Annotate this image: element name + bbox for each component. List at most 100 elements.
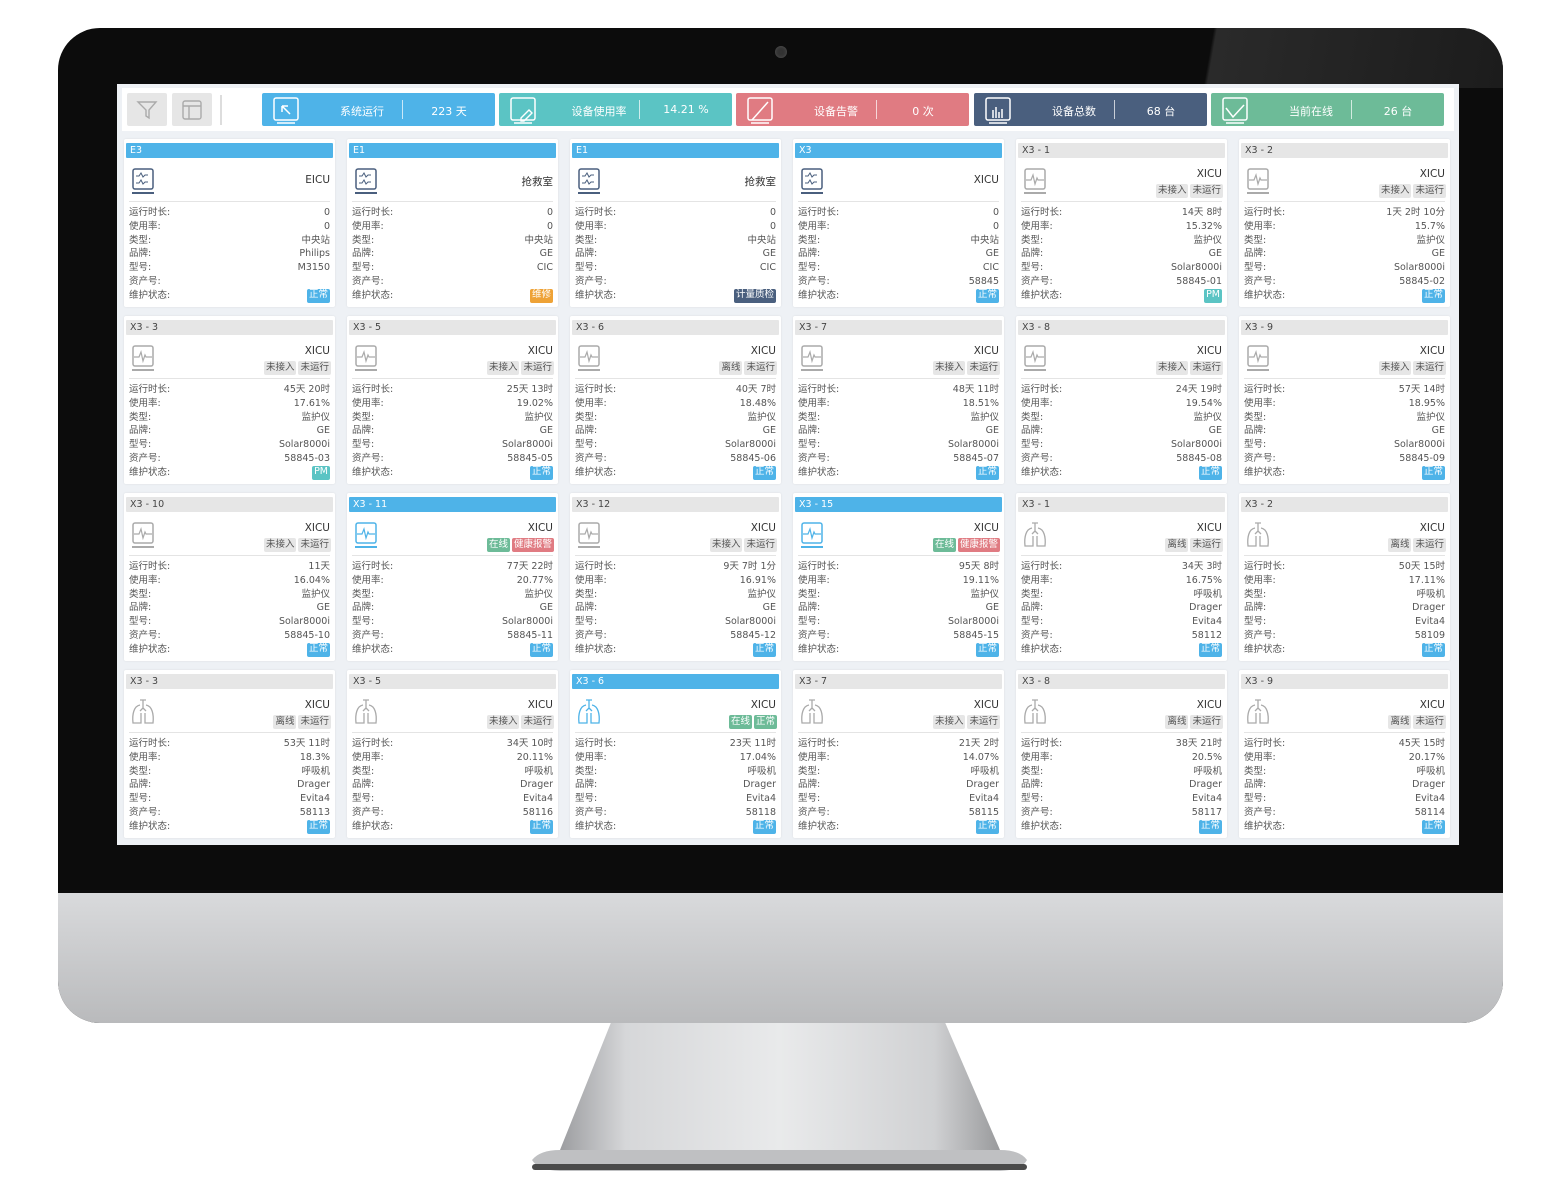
field-label: 类型: — [352, 234, 375, 246]
device-card[interactable]: X3 - 2 XICU 未接入 未运行 运行时长: 1天 2时 10分 使用率: 15.7% 类… — [1239, 139, 1450, 307]
field-value: 58845-10 — [284, 629, 330, 641]
field-row: 型号: Evita4 — [129, 792, 330, 806]
device-card[interactable]: X3 - 8 XICU 未接入 未运行 运行时长: 24天 19时 使用率: 19.54% 类型… — [1016, 316, 1227, 484]
device-card[interactable]: E1 抢救室 运行时长: 0 使用率: 0 类型: 中央站 品牌: GE 型号: CIC 资产号: 维护状… — [570, 139, 781, 307]
field-label: 型号: — [1021, 793, 1044, 805]
field-row: 维护状态: 正常 — [352, 819, 553, 834]
field-label: 资产号: — [575, 629, 607, 641]
field-value: CIC — [536, 262, 553, 274]
card-fields: 运行时长: 0 使用率: 0 类型: 中央站 品牌: GE 型号: CIC 资产号: 维护状态: 维修 — [352, 206, 553, 303]
field-label: 使用率: — [575, 574, 607, 586]
field-row: 品牌: GE — [575, 247, 776, 261]
card-fields: 运行时长: 34天 10时 使用率: 20.11% 类型: 呼吸机 品牌: Drager 型号:… — [352, 737, 553, 834]
maintenance-status-badge: 正常 — [306, 642, 330, 657]
field-row: 品牌: GE — [129, 424, 330, 438]
field-value: 58845-03 — [284, 452, 330, 464]
field-row: 运行时长: 48天 11时 — [798, 383, 999, 397]
field-row: 维护状态: 正常 — [1021, 819, 1222, 834]
field-label: 维护状态: — [352, 820, 394, 832]
layout-button[interactable] — [172, 93, 212, 126]
ventilator-lungs-icon — [1024, 522, 1046, 547]
field-value: 34天 10时 — [506, 738, 553, 749]
stat-label: 设备使用率 — [571, 105, 627, 118]
monitor-chin — [58, 893, 1503, 1023]
field-label: 维护状态: — [575, 643, 617, 655]
device-card[interactable]: X3 - 9 XICU 离线 未运行 运行时长: 45天 15时 使用率: 20.17% 类型:… — [1239, 670, 1450, 838]
field-value: 17.04% — [739, 751, 776, 763]
device-card[interactable]: X3 - 1 XICU 未接入 未运行 运行时长: 14天 8时 使用率: 15.32% 类型:… — [1016, 139, 1227, 307]
status-tags: 在线 正常 — [728, 715, 777, 729]
device-card[interactable]: X3 - 6 XICU 离线 未运行 运行时长: 40天 7时 使用率: 18.48% 类型: 监… — [570, 316, 781, 484]
field-label: 运行时长: — [1021, 384, 1063, 395]
field-label: 维护状态: — [129, 643, 171, 655]
device-card[interactable]: X3 - 7 XICU 未接入 未运行 运行时长: 48天 11时 使用率: 18.51% 类型… — [793, 316, 1004, 484]
card-location: XICU — [304, 522, 330, 534]
field-label: 类型: — [1244, 588, 1267, 600]
device-card[interactable]: X3 - 12 XICU 未接入 未运行 运行时长: 9天 7时 1分 使用率: 16.91%… — [570, 493, 781, 661]
device-card[interactable]: X3 - 1 XICU 离线 未运行 运行时长: 34天 3时 使用率: 16.75% 类型: 呼… — [1016, 493, 1227, 661]
device-card[interactable]: E1 抢救室 运行时长: 0 使用率: 0 类型: 中央站 品牌: GE 型号: CIC 资产号: 维护状… — [347, 139, 558, 307]
field-row: 类型: 监护仪 — [1244, 411, 1445, 425]
device-card[interactable]: X3 - 2 XICU 离线 未运行 运行时长: 50天 15时 使用率: 17.11% 类型:… — [1239, 493, 1450, 661]
device-card[interactable]: X3 - 7 XICU 未接入 未运行 运行时长: 21天 2时 使用率: 14.07% 类型:… — [793, 670, 1004, 838]
field-value: 53天 11时 — [283, 738, 330, 749]
field-value: 24天 19时 — [1175, 384, 1222, 395]
stat-tile-1[interactable]: 系统运行 223 天 — [262, 93, 495, 126]
field-row: 品牌: Drager — [1021, 601, 1222, 615]
device-card[interactable]: X3 - 5 XICU 未接入 未运行 运行时长: 25天 13时 使用率: 19.02% 类型… — [347, 316, 558, 484]
stat-tile-3[interactable]: 设备告警 0 次 — [736, 93, 969, 126]
status-tags: 未接入 未运行 — [263, 538, 331, 552]
field-row: 维护状态: 正常 — [798, 288, 999, 303]
field-value: Drager — [1412, 779, 1445, 791]
field-label: 品牌: — [575, 602, 598, 614]
stat-tile-4[interactable]: 设备总数 68 台 — [974, 93, 1207, 126]
maintenance-status-badge: 正常 — [975, 465, 999, 480]
device-card[interactable]: X3 - 10 XICU 未接入 未运行 运行时长: 11天 使用率: 16.04% 类型: 监护… — [124, 493, 335, 661]
stat-separator — [1114, 100, 1115, 119]
device-card[interactable]: E3 EICU 运行时长: 0 使用率: 0 类型: 中央站 品牌: Philips 型号: M315… — [124, 139, 335, 307]
dashboard-screen: 系统运行 223 天 设备使用率 14.21 % 设备告警 0 次 设备总数 68 台 当前在线… — [117, 84, 1459, 845]
device-card[interactable]: X3 - 3 XICU 离线 未运行 运行时长: 53天 11时 使用率: 18.3% 类型: 呼… — [124, 670, 335, 838]
field-value: 18.51% — [962, 397, 999, 409]
field-row: 型号: CIC — [352, 261, 553, 275]
device-card[interactable]: X3 - 3 XICU 未接入 未运行 运行时长: 45天 20时 使用率: 17.61% 类型… — [124, 316, 335, 484]
field-row: 运行时长: 57天 14时 — [1244, 383, 1445, 397]
field-row: 品牌: GE — [1021, 247, 1222, 261]
field-label: 使用率: — [1244, 751, 1276, 763]
field-value: Philips — [299, 248, 330, 260]
field-label: 类型: — [798, 234, 821, 246]
field-value: Evita4 — [1415, 616, 1445, 628]
field-row: 资产号: 58845-12 — [575, 629, 776, 643]
device-card[interactable]: X3 - 8 XICU 离线 未运行 运行时长: 38天 21时 使用率: 20.5% 类型: 呼… — [1016, 670, 1227, 838]
device-card[interactable]: X3 - 15 XICU 在线 健康报警 运行时长: 95天 8时 使用率: 19.11% 类型… — [793, 493, 1004, 661]
field-value: Evita4 — [1192, 793, 1222, 805]
field-row: 使用率: 19.54% — [1021, 397, 1222, 411]
device-card[interactable]: X3 - 9 XICU 未接入 未运行 运行时长: 57天 14时 使用率: 18.95% 类型… — [1239, 316, 1450, 484]
stat-tile-2[interactable]: 设备使用率 14.21 % — [499, 93, 732, 126]
field-label: 使用率: — [798, 751, 830, 763]
device-card[interactable]: X3 - 11 XICU 在线 健康报警 运行时长: 77天 22时 使用率: 20.77% 类… — [347, 493, 558, 661]
field-value: 58112 — [1191, 629, 1222, 641]
field-value: 0 — [546, 207, 553, 218]
filter-button[interactable] — [127, 93, 167, 126]
field-row: 资产号: 58845-09 — [1244, 452, 1445, 466]
field-row: 运行时长: 0 — [129, 206, 330, 220]
field-row: 使用率: 16.75% — [1021, 574, 1222, 588]
patient-monitor-icon — [132, 522, 154, 548]
field-value: 中央站 — [524, 234, 553, 246]
field-value: 呼吸机 — [524, 765, 553, 777]
field-value: 58845-09 — [1399, 452, 1445, 464]
status-tag: 未运行 — [967, 361, 1000, 375]
field-label: 型号: — [575, 616, 598, 628]
stat-value: 0 次 — [912, 105, 934, 118]
field-row: 使用率: 20.17% — [1244, 751, 1445, 765]
stat-tile-5[interactable]: 当前在线 26 台 — [1211, 93, 1444, 126]
field-label: 类型: — [1244, 234, 1267, 246]
field-value: 1天 2时 10分 — [1386, 207, 1445, 218]
device-card[interactable]: X3 - 5 XICU 未接入 未运行 运行时长: 34天 10时 使用率: 20.11% 类型… — [347, 670, 558, 838]
device-card[interactable]: X3 XICU 运行时长: 0 使用率: 0 类型: 中央站 品牌: GE 型号: CIC 资产号: 58… — [793, 139, 1004, 307]
field-row: 资产号: — [129, 275, 330, 289]
card-fields: 运行时长: 0 使用率: 0 类型: 中央站 品牌: GE 型号: CIC 资产号: 维护状态: 计量质… — [575, 206, 776, 303]
field-row: 维护状态: 维修 — [352, 288, 553, 303]
device-card[interactable]: X3 - 6 XICU 在线 正常 运行时长: 23天 11时 使用率: 17.04% 类型: 呼… — [570, 670, 781, 838]
